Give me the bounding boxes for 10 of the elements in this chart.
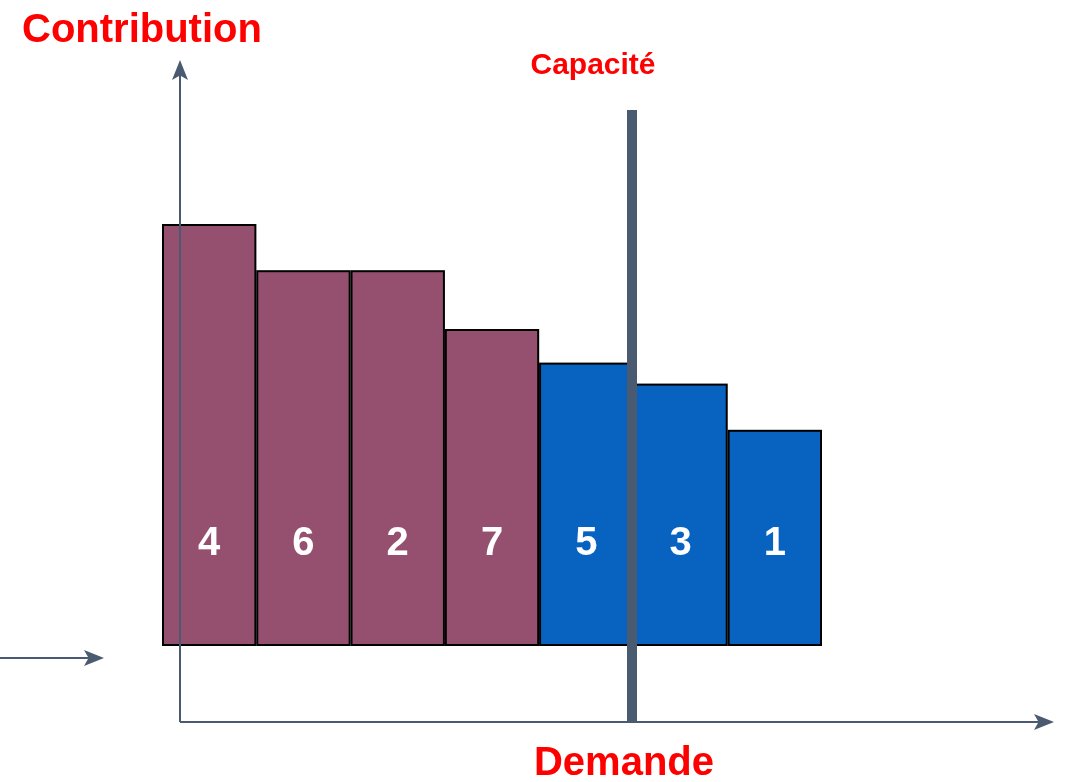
x-tick-label: 1 xyxy=(763,519,786,563)
y-axis-title: Contribution xyxy=(22,6,262,50)
x-tick-label: 6 xyxy=(292,519,315,563)
x-tick-label: 7 xyxy=(480,519,504,563)
text: Capacité xyxy=(530,47,656,80)
x-tick-label: 4 xyxy=(198,519,222,563)
x-tick-label: 3 xyxy=(669,519,692,563)
x-tick-label: 2 xyxy=(386,519,409,563)
x-axis-title: Demande xyxy=(533,739,715,782)
x-tick-label: 5 xyxy=(575,519,598,563)
